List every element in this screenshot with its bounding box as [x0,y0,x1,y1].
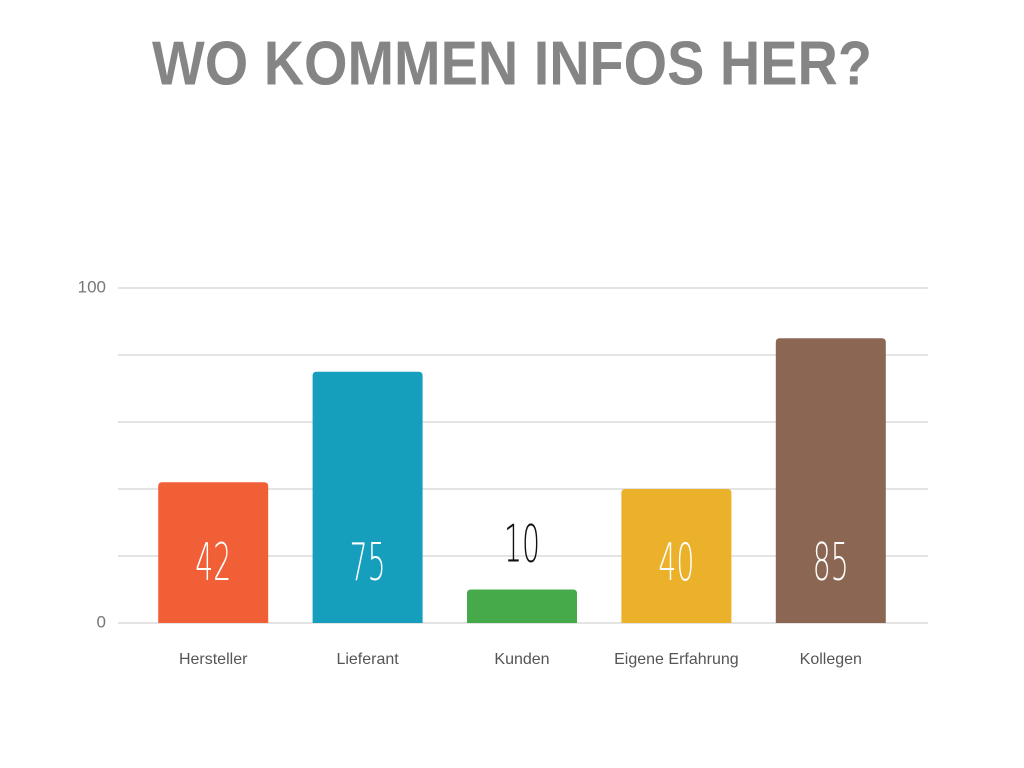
x-tick-label: Eigene Erfahrung [614,651,739,668]
bar [621,489,732,623]
bar [467,589,577,623]
value-label: 10 [504,515,540,575]
value-label: 75 [350,533,386,593]
value-label: 40 [658,533,694,593]
y-tick-label: 100 [78,277,106,296]
value-label: 85 [813,533,849,593]
x-tick-label: Hersteller [179,651,248,668]
y-tick-label: 0 [97,612,106,631]
x-tick-label: Kunden [494,651,549,668]
bar [775,338,886,623]
chart-title: WO KOMMEN INFOS HER? [152,29,872,98]
bar [312,371,423,623]
value-label: 42 [195,533,231,593]
bar [158,482,269,623]
x-tick-label: Lieferant [336,651,399,668]
x-tick-label: Kollegen [800,651,862,668]
